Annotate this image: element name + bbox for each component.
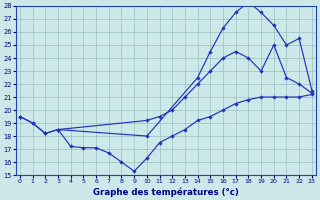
- X-axis label: Graphe des températures (°c): Graphe des températures (°c): [93, 187, 239, 197]
